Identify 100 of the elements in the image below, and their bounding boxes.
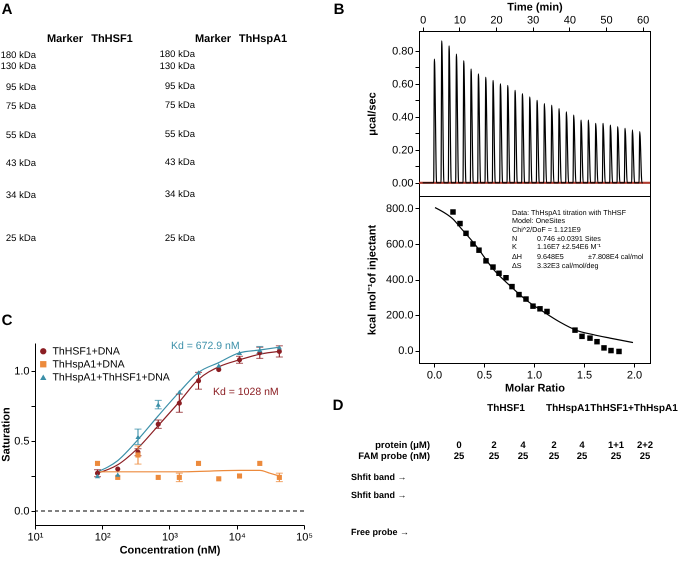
point — [544, 308, 550, 314]
text: 180 kDa — [0, 50, 37, 61]
text: 1+1 — [608, 440, 625, 451]
point — [616, 348, 622, 354]
y-tick-label: 0.20 — [392, 144, 414, 156]
point — [257, 460, 262, 466]
y-tick-label: 0.80 — [392, 45, 414, 58]
point — [115, 466, 120, 472]
point — [135, 452, 141, 458]
x-tick-label: 60 — [637, 14, 650, 26]
x-axis-title: Time (min) — [507, 2, 564, 14]
y-axis-title: Saturation — [0, 407, 12, 462]
x-axis-title: Concentration (nM) — [120, 544, 221, 556]
point — [523, 296, 529, 302]
point — [457, 220, 463, 226]
x-tick-label: 10 — [454, 14, 466, 26]
text: Free probe → — [351, 527, 410, 537]
text: 0 — [456, 440, 462, 451]
point — [601, 345, 607, 351]
text: ThHSF1 — [487, 403, 526, 414]
text: D — [332, 397, 344, 414]
text: Shfit band → — [351, 490, 406, 500]
text: A — [2, 1, 13, 18]
text: 34 kDa — [6, 190, 37, 201]
x-tick-label: 10⁵ — [296, 532, 313, 544]
legend-label: ThHSF1+DNA — [52, 345, 120, 358]
x-tick-label: 10¹ — [28, 532, 44, 544]
text: 95 kDa — [6, 82, 37, 93]
y-tick-label: 200.0 — [386, 310, 414, 322]
point — [594, 338, 600, 344]
text: 55 kDa — [6, 130, 37, 141]
point — [509, 284, 515, 290]
text: 25 — [488, 451, 500, 462]
point — [463, 230, 469, 236]
point — [236, 350, 242, 356]
text: 95 kDa — [164, 81, 196, 92]
annotation: Kd = 1028 nM — [213, 386, 279, 398]
y-tick-label: 600.0 — [386, 238, 414, 250]
text: 2+2 — [636, 440, 654, 451]
y-tick-label: 0.40 — [392, 111, 414, 124]
legend-label: ThHspA1+DNA — [52, 358, 125, 370]
point — [537, 306, 543, 312]
text: ThHspA1 — [238, 33, 288, 45]
text: 4 — [520, 440, 526, 451]
point — [572, 327, 578, 333]
text: 43 kDa — [6, 158, 37, 169]
text: Marker — [46, 33, 84, 45]
text: 25 kDa — [164, 233, 196, 244]
text: 55 kDa — [164, 129, 196, 140]
point — [216, 476, 222, 482]
chart-title: C — [2, 312, 13, 329]
text: 25 — [576, 451, 588, 462]
text: 2 — [551, 440, 557, 451]
point — [496, 270, 502, 276]
y-tick-label: 0.60 — [392, 78, 414, 90]
annotation: Kd = 672.9 nM — [171, 340, 240, 352]
text: 2 — [491, 440, 497, 451]
text: 75 kDa — [164, 100, 196, 111]
text: 25 — [454, 451, 465, 462]
point — [94, 474, 100, 478]
point — [94, 460, 100, 466]
x-tick-label: 0 — [420, 14, 426, 26]
x-tick-label: 1.0 — [526, 370, 542, 382]
point — [476, 247, 482, 253]
x-tick-label: 1.5 — [576, 370, 592, 382]
x-tick-label: 10² — [94, 532, 112, 544]
point — [115, 472, 120, 477]
x-tick-label: 20 — [490, 14, 503, 26]
point — [503, 274, 509, 280]
y-tick-label: 0.5 — [14, 436, 30, 448]
y-tick-label: 0.0 — [398, 345, 414, 358]
line-series — [422, 40, 644, 184]
point — [490, 264, 496, 270]
text: 25 — [640, 451, 651, 462]
point — [216, 367, 222, 372]
text: ThHspA1 — [546, 403, 590, 414]
x-tick-label: 10³ — [162, 532, 178, 544]
text: 130 kDa — [160, 61, 196, 72]
text: 130 kDa — [0, 61, 37, 72]
text: 34 kDa — [164, 189, 196, 200]
chart-title: B — [334, 1, 345, 18]
text: ThHSF1+ThHspA1 — [590, 403, 678, 414]
text: 25 — [518, 451, 529, 462]
text: 25 kDa — [6, 233, 37, 244]
point — [236, 473, 242, 479]
y-tick-label: 400.0 — [386, 274, 414, 286]
text: 4 — [579, 440, 586, 451]
text: Marker — [194, 33, 232, 45]
text: ThHSF1 — [91, 33, 133, 45]
x-tick-label: 2.0 — [626, 370, 642, 382]
x-tick-label: 40 — [564, 14, 576, 26]
text: 43 kDa — [164, 157, 196, 168]
point — [470, 241, 476, 247]
text: 25 — [610, 451, 622, 462]
y-tick-label: 800.0 — [386, 202, 414, 215]
text: 25 — [548, 451, 560, 462]
point — [216, 363, 222, 368]
point — [483, 258, 489, 264]
point — [579, 334, 585, 340]
point — [587, 335, 593, 341]
